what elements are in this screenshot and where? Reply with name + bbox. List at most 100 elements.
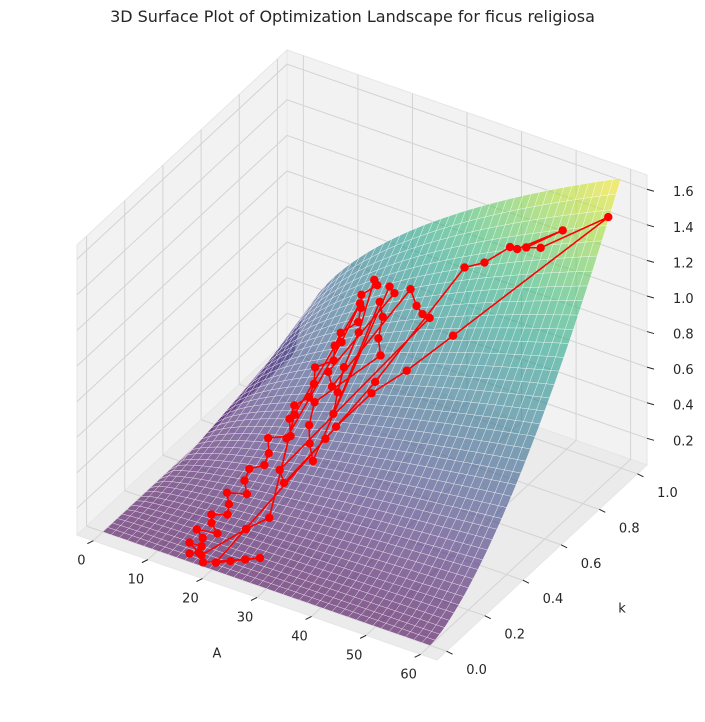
z-tick-label: 0.8 [673,328,694,343]
trajectory-point [282,434,291,443]
trajectory-point [310,363,320,372]
trajectory-point [337,338,346,347]
x-tick-label: 50 [346,648,363,663]
trajectory-point [304,420,314,430]
y-tick-label: 0.0 [466,663,487,678]
z-tick-mark [646,402,655,406]
trajectory-point [357,290,366,299]
grid-line-z [76,99,648,296]
trajectory-point [480,258,489,267]
trajectory-point [353,317,363,327]
trajectory-point [412,301,421,311]
trajectory-point [505,242,515,252]
trajectory-point [260,460,269,470]
trajectory-point [370,377,380,387]
trajectory-point [367,389,376,398]
trajectory-point [226,556,235,566]
z-tick-mark [646,295,655,299]
x-tick-label: 40 [291,629,308,644]
x-axis-label: A [213,647,222,662]
trajectory-point [390,288,399,298]
trajectory-point [241,555,250,564]
trajectory-point [327,382,337,391]
trajectory-point [355,299,365,308]
trajectory-point [521,243,531,252]
trajectory-point [376,351,385,360]
trajectory-point [255,553,265,563]
trajectory-point [374,334,383,343]
trajectory-point [198,533,207,543]
trajectory-point [207,510,216,519]
trajectory-point [279,478,289,488]
trajectory-point [223,510,232,519]
trajectory-point [385,282,394,291]
trajectory-point [336,328,345,338]
trajectory-point [331,422,341,431]
axis-labels: A k [213,602,627,662]
trajectory-point [275,465,284,475]
z-tick-mark [646,331,655,335]
y-tick-label: 1.0 [657,486,678,501]
trajectory-point [185,549,194,558]
y-tick-mark [599,508,606,513]
trajectory-point [339,363,349,372]
trajectory-point [224,499,234,509]
y-tick-label: 0.2 [504,628,525,643]
trajectory-point [192,525,201,534]
trajectory-point [213,529,222,538]
trajectory-point [290,401,299,410]
trajectory-point [448,331,458,340]
optimization-trajectory [185,212,613,567]
trajectory-point [264,449,273,458]
trajectory-point [354,328,363,337]
trajectory-point [185,538,194,547]
y-tick-label: 0.8 [619,521,640,536]
y-tick-mark [484,615,491,620]
z-tick-label: 1.4 [673,221,694,236]
trajectory-point [333,388,342,397]
x-tick-label: 60 [400,667,417,682]
trajectory-point [309,379,319,389]
trajectory-point [245,464,254,474]
grid-line-x [420,458,631,655]
z-tick-label: 1.2 [673,256,694,271]
trajectory-point [418,309,427,319]
trajectory-point [310,398,319,407]
trajectory-point [460,263,469,272]
y-tick-label: 0.4 [543,592,564,607]
trajectory-point [425,313,434,323]
chart-title: 3D Surface Plot of Optimization Landscap… [110,7,595,26]
grid-line-z [76,63,648,260]
trajectory-point [323,367,333,377]
x-tick-mark [87,540,94,545]
x-tick-mark [414,653,421,658]
z-tick-label: 0.2 [673,434,694,449]
z-tick-label: 0.6 [673,363,694,378]
x-tick-mark [196,578,203,583]
trajectory-point [370,275,379,285]
surface-patch [421,637,436,646]
trajectory-point [330,341,339,351]
trajectory-point [265,513,274,522]
trajectory-point [207,518,216,528]
trajectory-point [329,356,338,365]
trajectory-point [308,456,318,466]
x-tick-label: 30 [237,611,254,626]
trajectory-point [242,489,252,499]
x-tick-label: 10 [128,573,145,588]
y-tick-mark [446,650,453,655]
axis-ticks: 0 10 20 30 40 50 60 0.0 0.2 0.4 0.6 0.8 1.0 0.2 0.4 0.6… [77,185,693,682]
trajectory-point [222,488,232,497]
z-tick-label: 1.6 [673,185,694,200]
trajectory-point [558,226,567,235]
y-tick-mark [522,579,530,584]
trajectory-point [197,550,206,560]
trajectory-point [512,244,522,254]
x-tick-label: 20 [182,592,199,607]
trajectory-point [375,297,384,306]
x-tick-mark [359,634,367,639]
trajectory-point [378,312,387,321]
trajectory-point [290,410,299,419]
trajectory-point [604,212,613,222]
